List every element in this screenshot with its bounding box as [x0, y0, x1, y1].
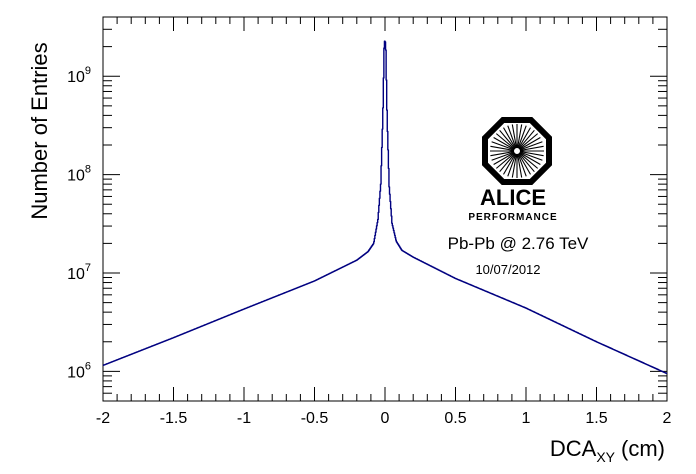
y-tick-label-base: 10 [67, 168, 85, 185]
x-tick-label: 1.5 [585, 410, 607, 427]
x-axis-label: DCAXY (cm) [550, 436, 665, 465]
x-tick-label: -1.5 [160, 410, 188, 427]
y-tick-label: 106 [67, 360, 91, 381]
y-tick-label-exponent: 7 [85, 262, 91, 274]
x-tick-label: 0 [381, 410, 390, 427]
alice-starburst-ray [518, 133, 539, 150]
axis-ticks [102, 16, 668, 402]
x-tick-label: -0.5 [301, 410, 329, 427]
alice-starburst-ray [499, 152, 516, 173]
x-axis-label-subscript: XY [596, 449, 615, 465]
alice-starburst-ray [495, 133, 516, 150]
y-tick-label-exponent: 8 [85, 164, 91, 176]
alice-starburst-ray [519, 151, 543, 161]
collision-annotation: Pb-Pb @ 2.76 TeV [448, 234, 589, 253]
y-tick-label-exponent: 9 [85, 65, 91, 77]
y-axis-label: Number of Entries [27, 42, 52, 219]
alice-starburst-ray [519, 141, 543, 151]
alice-starburst-ray [518, 152, 539, 169]
alice-starburst-ray [491, 141, 515, 151]
alice-starburst-ray [503, 127, 516, 149]
alice-octagon-icon [482, 117, 552, 185]
alice-starburst-icon [490, 124, 544, 178]
alice-starburst-ray [507, 125, 517, 149]
alice-starburst-ray [519, 150, 544, 157]
alice-starburst-ray [511, 153, 518, 178]
alice-starburst-ray [490, 145, 515, 152]
alice-starburst-ray [503, 153, 516, 175]
alice-logo-subword: PERFORMANCE [468, 212, 557, 223]
y-tick-label: 109 [67, 65, 91, 86]
alice-starburst-ray [518, 129, 535, 150]
x-tick-label: -2 [96, 410, 110, 427]
alice-starburst-ray [491, 151, 515, 161]
x-axis-label-unit: (cm) [621, 436, 665, 461]
series-line [102, 40, 668, 375]
y-tick-label: 108 [67, 164, 91, 185]
x-tick-label: 2 [663, 410, 672, 427]
alice-starburst-ray [518, 153, 531, 175]
alice-starburst-ray [499, 129, 516, 150]
y-tick-label-base: 10 [67, 266, 85, 283]
x-tick-labels: -2 -1.5 -1 -0.5 0 0.5 1 1.5 2 [96, 410, 672, 427]
alice-starburst-ray [519, 152, 541, 165]
x-tick-label: 1 [522, 410, 531, 427]
alice-starburst-ray [516, 124, 523, 149]
x-tick-label: 0.5 [444, 410, 466, 427]
alice-starburst-ray [507, 153, 517, 177]
x-tick-label: -1 [237, 410, 251, 427]
alice-starburst-ray [511, 124, 518, 149]
alice-logo-word: ALICE [480, 185, 546, 210]
alice-starburst-ray [493, 137, 515, 150]
alice-starburst-ray [517, 153, 527, 177]
x-axis-label-main: DCA [550, 436, 597, 461]
alice-starburst-ray [493, 152, 515, 165]
alice-starburst-ray [518, 127, 531, 149]
y-tick-label: 107 [67, 262, 91, 283]
alice-starburst-ray [495, 152, 516, 169]
y-tick-label-base: 10 [67, 69, 85, 86]
alice-starburst-ray [518, 152, 535, 173]
plot-frame [102, 16, 668, 402]
alice-starburst-ray [517, 125, 527, 149]
alice-starburst-ray [516, 153, 523, 178]
alice-starburst-ray [519, 145, 544, 152]
y-tick-label-exponent: 6 [85, 360, 91, 372]
y-tick-label-base: 10 [67, 364, 85, 381]
alice-logo: ALICE PERFORMANCE [468, 117, 557, 223]
alice-starburst-ray [490, 150, 515, 157]
date-annotation: 10/07/2012 [475, 262, 540, 277]
alice-starburst-ray [519, 137, 541, 150]
